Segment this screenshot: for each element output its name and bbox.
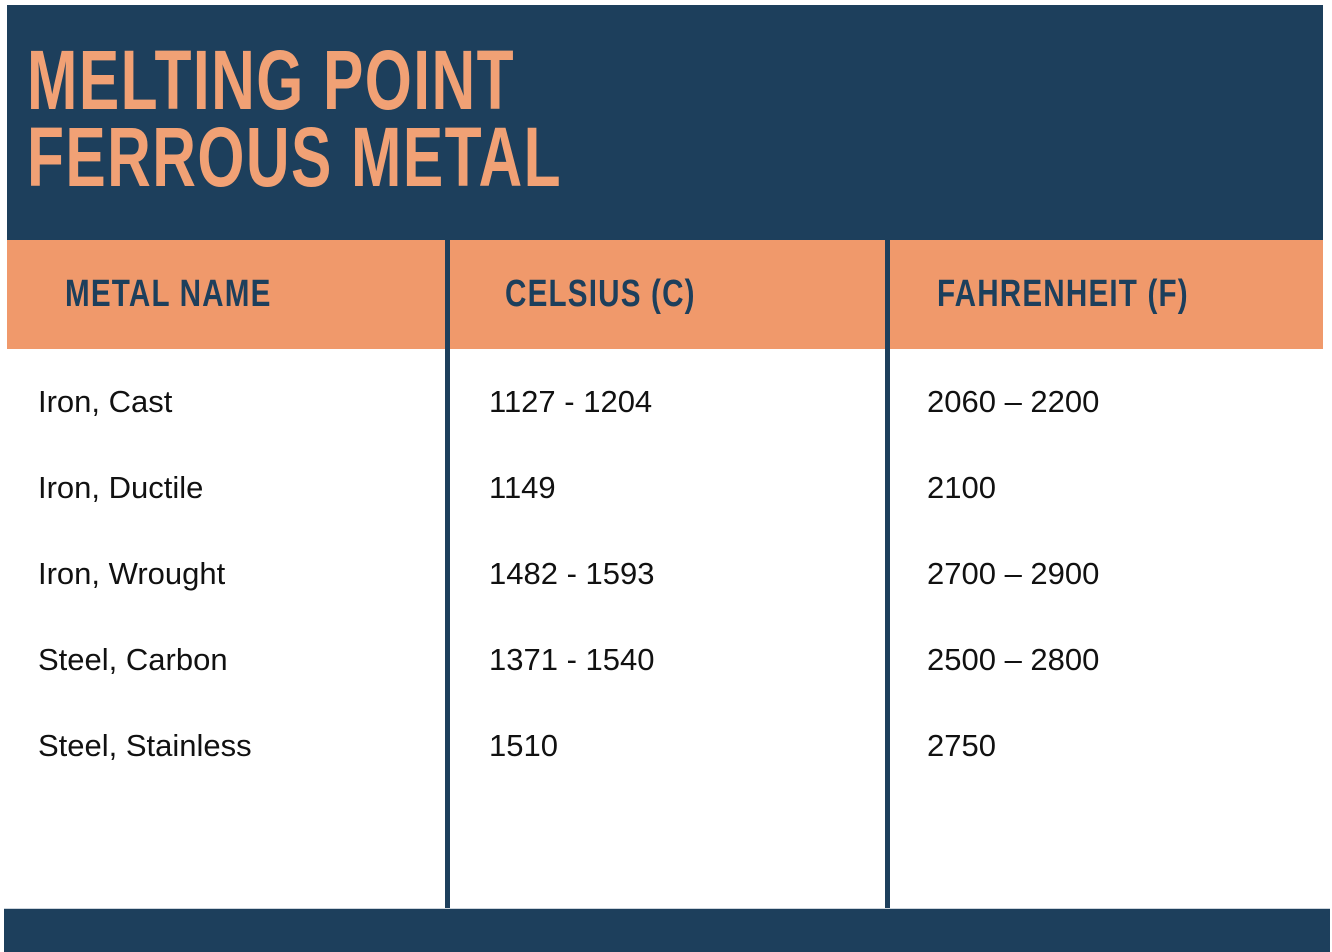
celsius-cell: 1371 - 1540	[489, 642, 655, 677]
celsius-cell: 1149	[489, 470, 556, 505]
poster-title-line1: MELTING POINT	[27, 33, 515, 127]
column-header-metal-name: METAL NAME	[7, 240, 445, 349]
celsius-cell: 1127 - 1204	[489, 384, 653, 419]
celsius-cell: 1510	[489, 728, 558, 763]
title-banner: MELTING POINT FERROUS METAL	[7, 5, 1323, 240]
column-metal-name: METAL NAME Iron, Cast Iron, Ductile Iron…	[7, 240, 445, 908]
metal-name-column-body: Iron, Cast Iron, Ductile Iron, Wrought S…	[7, 349, 445, 908]
column-celsius: CELSIUS (C) 1127 - 1204 1149 1482 - 1593…	[450, 240, 885, 908]
bottom-bar	[4, 908, 1330, 952]
column-header-label: FAHRENHEIT (F)	[937, 273, 1189, 315]
fahrenheit-column-body: 2060 – 2200 2100 2700 – 2900 2500 – 2800…	[890, 349, 1323, 908]
column-header-celsius: CELSIUS (C)	[450, 240, 885, 349]
metal-name-cell: Iron, Ductile	[38, 470, 204, 505]
column-header-fahrenheit: FAHRENHEIT (F)	[890, 240, 1323, 349]
celsius-cell: 1482 - 1593	[489, 556, 655, 591]
poster-title: MELTING POINT FERROUS METAL	[27, 33, 770, 204]
metal-name-cell: Iron, Cast	[38, 384, 173, 419]
metal-name-cell: Iron, Wrought	[38, 556, 226, 591]
celsius-column-body: 1127 - 1204 1149 1482 - 1593 1371 - 1540…	[450, 349, 885, 908]
fahrenheit-cell: 2100	[927, 470, 996, 505]
fahrenheit-cell: 2060 – 2200	[927, 384, 1100, 419]
fahrenheit-cell: 2500 – 2800	[927, 642, 1100, 677]
fahrenheit-cell: 2750	[927, 728, 996, 763]
metal-name-cell: Steel, Stainless	[38, 728, 252, 763]
column-header-label: METAL NAME	[65, 273, 272, 315]
metal-name-cell: Steel, Carbon	[38, 642, 228, 677]
column-header-label: CELSIUS (C)	[505, 273, 696, 315]
melting-point-table: METAL NAME Iron, Cast Iron, Ductile Iron…	[7, 240, 1323, 908]
fahrenheit-cell: 2700 – 2900	[927, 556, 1100, 591]
column-fahrenheit: FAHRENHEIT (F) 2060 – 2200 2100 2700 – 2…	[890, 240, 1323, 908]
poster-title-line2: FERROUS METAL	[27, 110, 563, 204]
